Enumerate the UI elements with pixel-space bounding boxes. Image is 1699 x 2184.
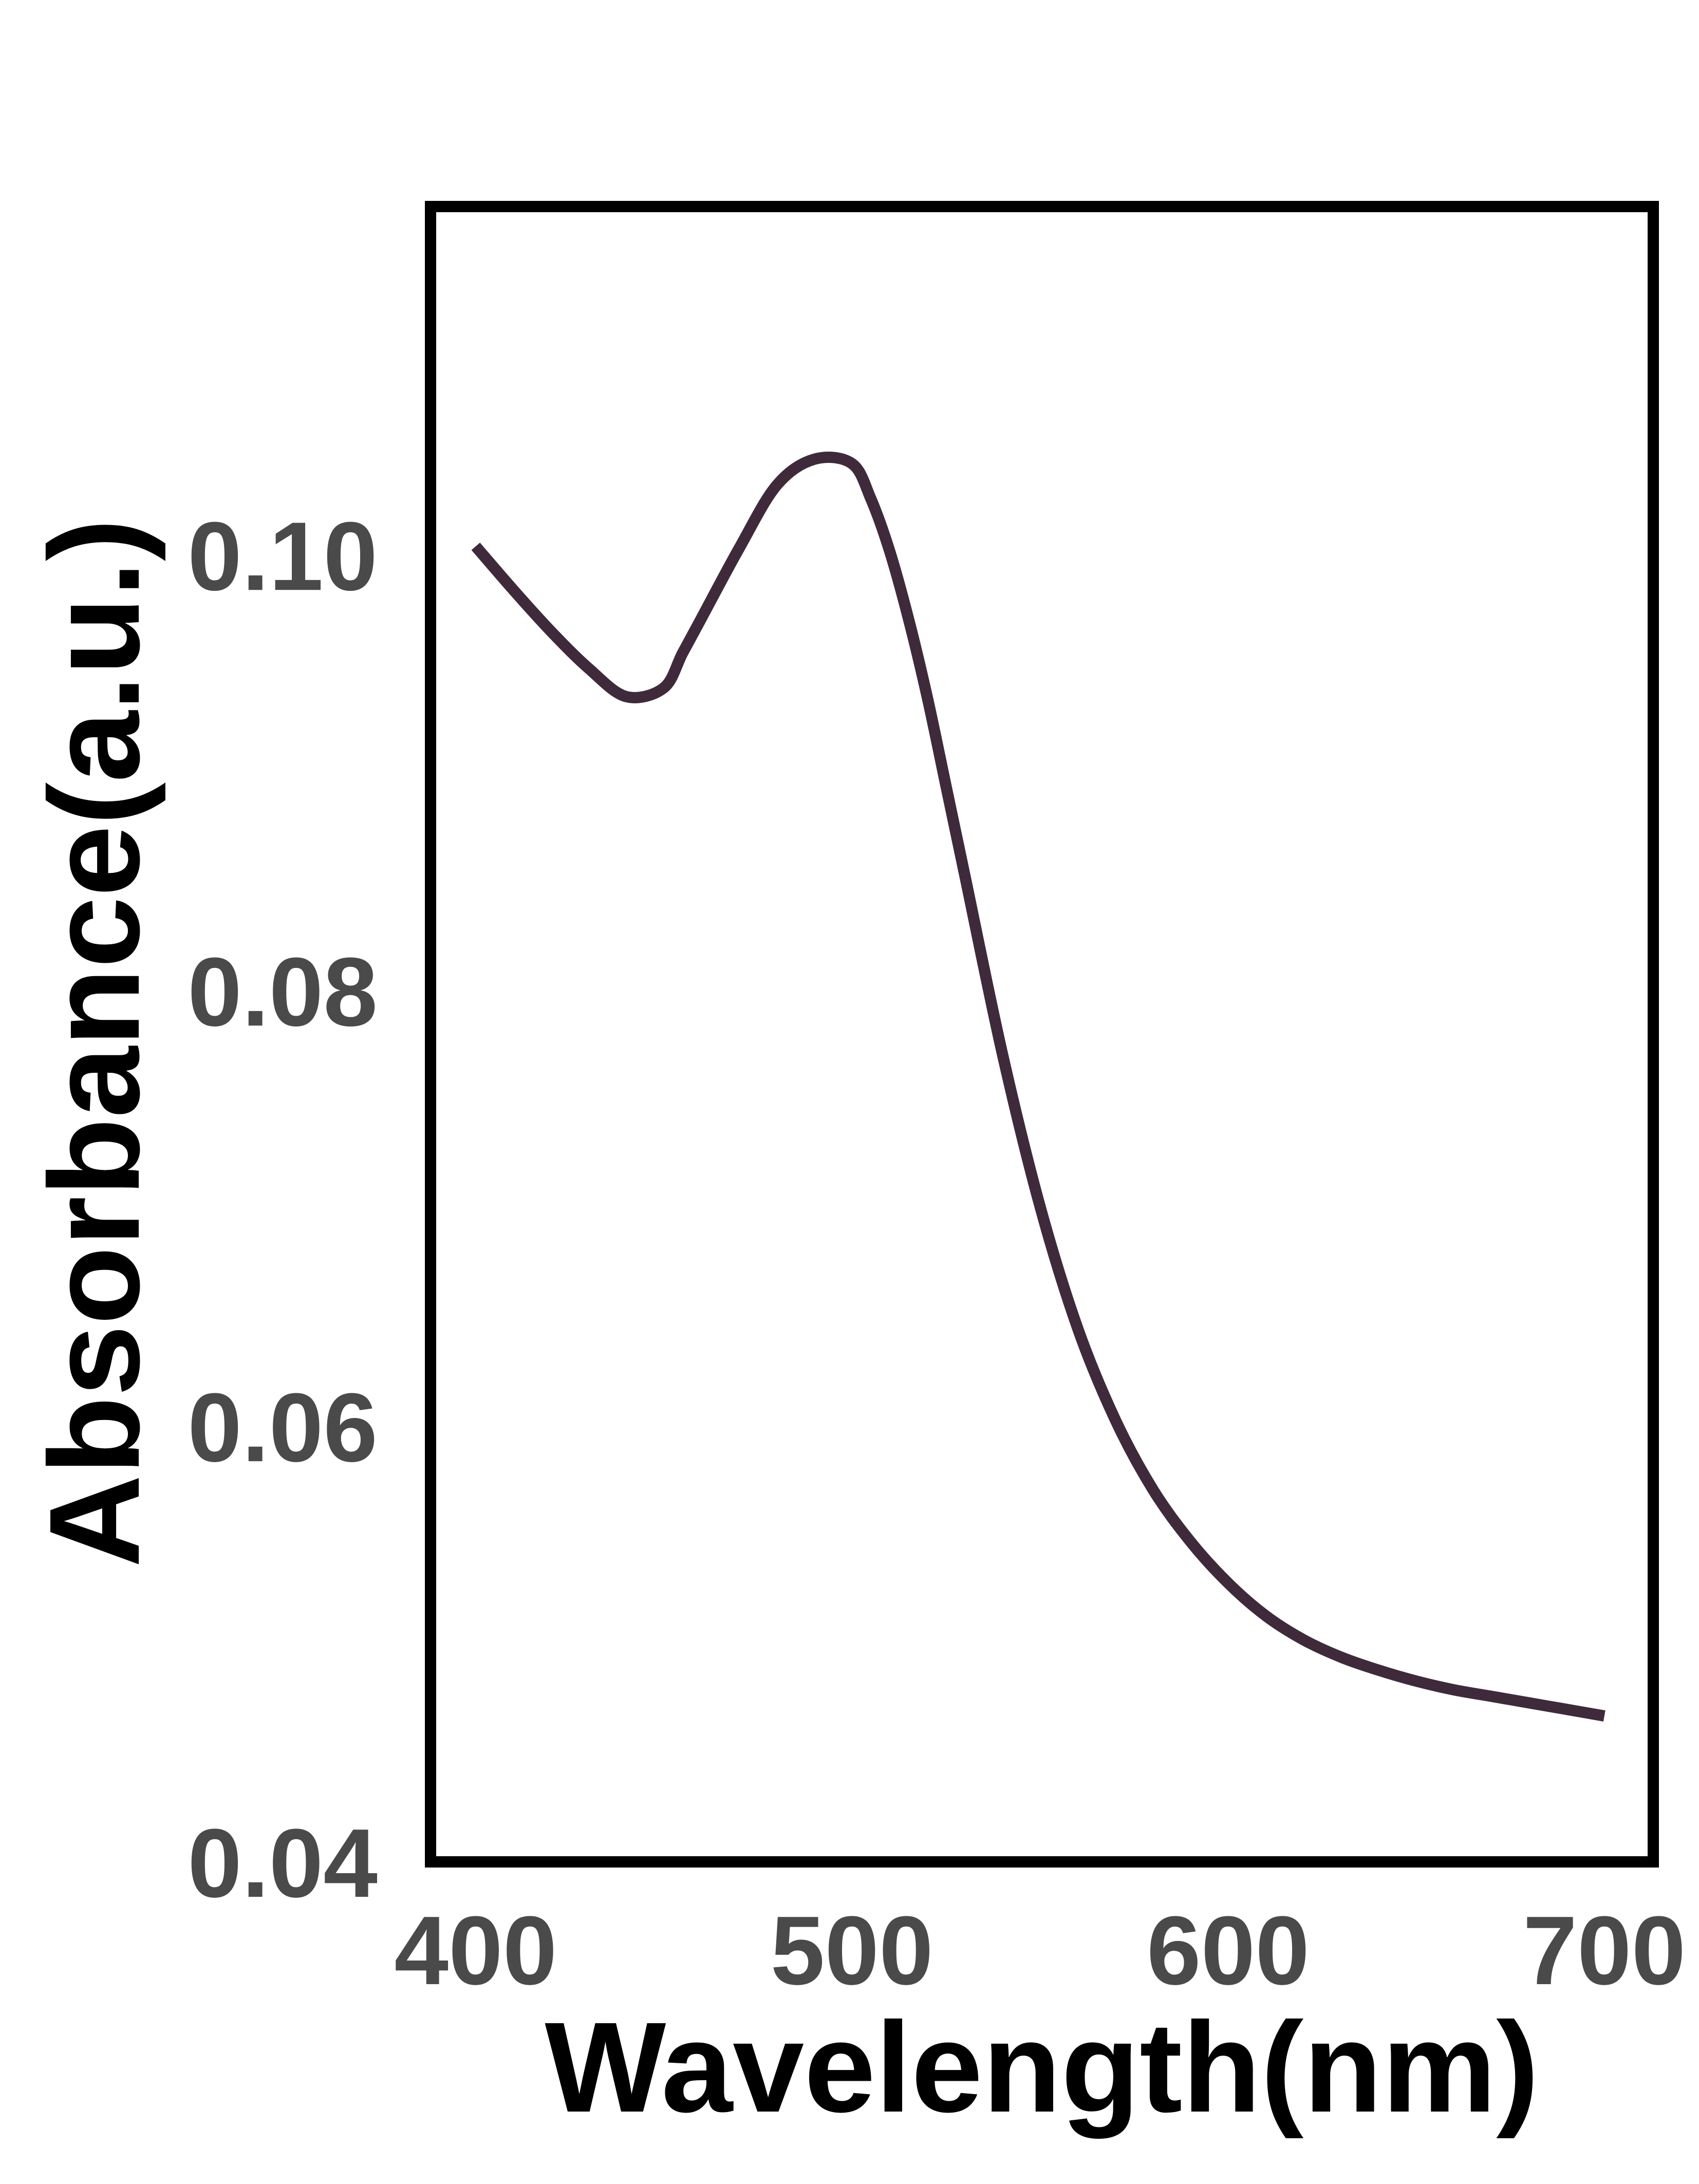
x-tick-labels: 400 500 600 700: [394, 1896, 1686, 2005]
y-tick-labels: 0.04 0.06 0.08 0.10: [188, 502, 378, 1918]
x-axis-title: Wavelength(nm): [545, 1995, 1539, 2139]
x-tick-label: 700: [1523, 1896, 1686, 2005]
y-tick-label: 0.10: [188, 502, 378, 611]
x-tick-label: 600: [1147, 1896, 1310, 2005]
y-tick-label: 0.06: [188, 1373, 378, 1482]
y-tick-label: 0.08: [188, 938, 378, 1047]
y-tick-label: 0.04: [188, 1809, 378, 1918]
x-tick-label: 500: [771, 1896, 933, 2005]
plot-frame: [425, 201, 1659, 1868]
x-tick-label: 400: [394, 1896, 557, 2005]
y-axis-title: Absorbance(a.u.): [23, 518, 166, 1567]
series-line: [471, 452, 1605, 1722]
